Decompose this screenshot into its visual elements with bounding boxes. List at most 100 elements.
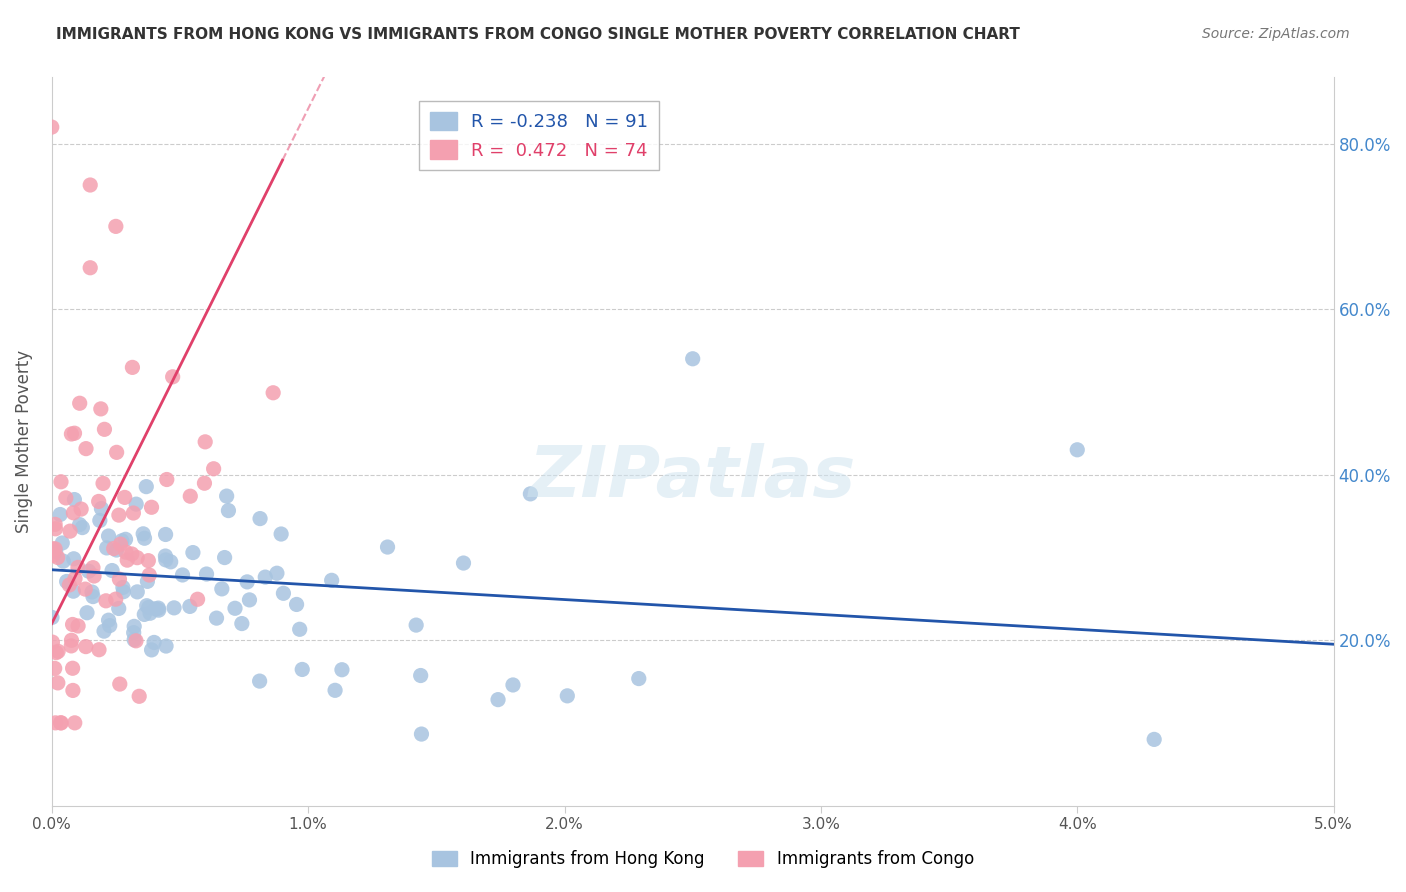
- Point: [62, 584, 84, 599]
- Point: [453, 556, 475, 570]
- Point: [122, 625, 145, 640]
- Point: [44, 517, 66, 532]
- Point: [122, 506, 145, 520]
- Point: [270, 527, 292, 541]
- Point: [62, 683, 84, 698]
- Point: [104, 592, 127, 607]
- Point: [72, 520, 94, 534]
- Point: [127, 550, 149, 565]
- Point: [179, 599, 201, 614]
- Point: [187, 592, 209, 607]
- Point: [122, 632, 145, 647]
- Point: [148, 601, 170, 615]
- Point: [49, 475, 72, 489]
- Point: [107, 601, 129, 615]
- Point: [55, 574, 77, 589]
- Point: [55, 491, 77, 505]
- Point: [143, 635, 166, 649]
- Point: [87, 494, 110, 508]
- Point: [128, 690, 150, 704]
- Point: [181, 545, 204, 559]
- Point: [110, 537, 132, 551]
- Legend: R = -0.238   N = 91, R =  0.472   N = 74: R = -0.238 N = 91, R = 0.472 N = 74: [419, 101, 659, 170]
- Point: [51, 536, 73, 550]
- Point: [172, 568, 194, 582]
- Point: [97, 529, 120, 543]
- Point: [115, 553, 138, 567]
- Point: [44, 522, 66, 536]
- Point: [62, 617, 84, 632]
- Point: [214, 550, 236, 565]
- Point: [254, 570, 277, 584]
- Point: [80, 585, 103, 599]
- Text: Source: ZipAtlas.com: Source: ZipAtlas.com: [1202, 27, 1350, 41]
- Point: [405, 618, 427, 632]
- Point: [46, 550, 69, 565]
- Point: [94, 594, 117, 608]
- Point: [90, 501, 112, 516]
- Point: [141, 643, 163, 657]
- Point: [217, 503, 239, 517]
- Point: [139, 606, 162, 620]
- Point: [108, 508, 131, 522]
- Point: [148, 603, 170, 617]
- Point: [135, 599, 157, 613]
- Point: [49, 715, 72, 730]
- Point: [236, 574, 259, 589]
- Point: [83, 569, 105, 583]
- Point: [45, 544, 67, 558]
- Point: [134, 531, 156, 545]
- Point: [104, 219, 127, 234]
- Point: [231, 616, 253, 631]
- Point: [44, 541, 66, 556]
- Point: [91, 476, 114, 491]
- Point: [266, 566, 288, 581]
- Point: [145, 602, 167, 616]
- Point: [162, 369, 184, 384]
- Point: [377, 540, 399, 554]
- Point: [49, 508, 72, 522]
- Point: [1143, 732, 1166, 747]
- Point: [79, 260, 101, 275]
- Point: [67, 619, 90, 633]
- Point: [502, 678, 524, 692]
- Point: [59, 524, 82, 538]
- Point: [323, 683, 346, 698]
- Point: [105, 543, 128, 558]
- Point: [627, 672, 650, 686]
- Point: [194, 434, 217, 449]
- Point: [195, 567, 218, 582]
- Point: [103, 541, 125, 556]
- Point: [75, 582, 97, 596]
- Point: [111, 581, 134, 595]
- Point: [108, 677, 131, 691]
- Point: [44, 661, 66, 675]
- Point: [69, 396, 91, 410]
- Point: [155, 553, 177, 567]
- Point: [486, 692, 509, 706]
- Point: [519, 487, 541, 501]
- Point: [41, 610, 63, 624]
- Point: [46, 644, 69, 658]
- Point: [87, 642, 110, 657]
- Point: [90, 401, 112, 416]
- Point: [42, 541, 65, 556]
- Point: [52, 554, 75, 568]
- Point: [138, 568, 160, 582]
- Point: [101, 564, 124, 578]
- Point: [163, 600, 186, 615]
- Point: [77, 564, 100, 578]
- Point: [112, 584, 135, 599]
- Point: [1066, 442, 1088, 457]
- Point: [108, 572, 131, 586]
- Point: [135, 480, 157, 494]
- Point: [89, 513, 111, 527]
- Point: [132, 526, 155, 541]
- Point: [330, 663, 353, 677]
- Point: [555, 689, 578, 703]
- Point: [205, 611, 228, 625]
- Point: [76, 606, 98, 620]
- Point: [215, 489, 238, 503]
- Point: [45, 646, 67, 660]
- Point: [63, 426, 86, 441]
